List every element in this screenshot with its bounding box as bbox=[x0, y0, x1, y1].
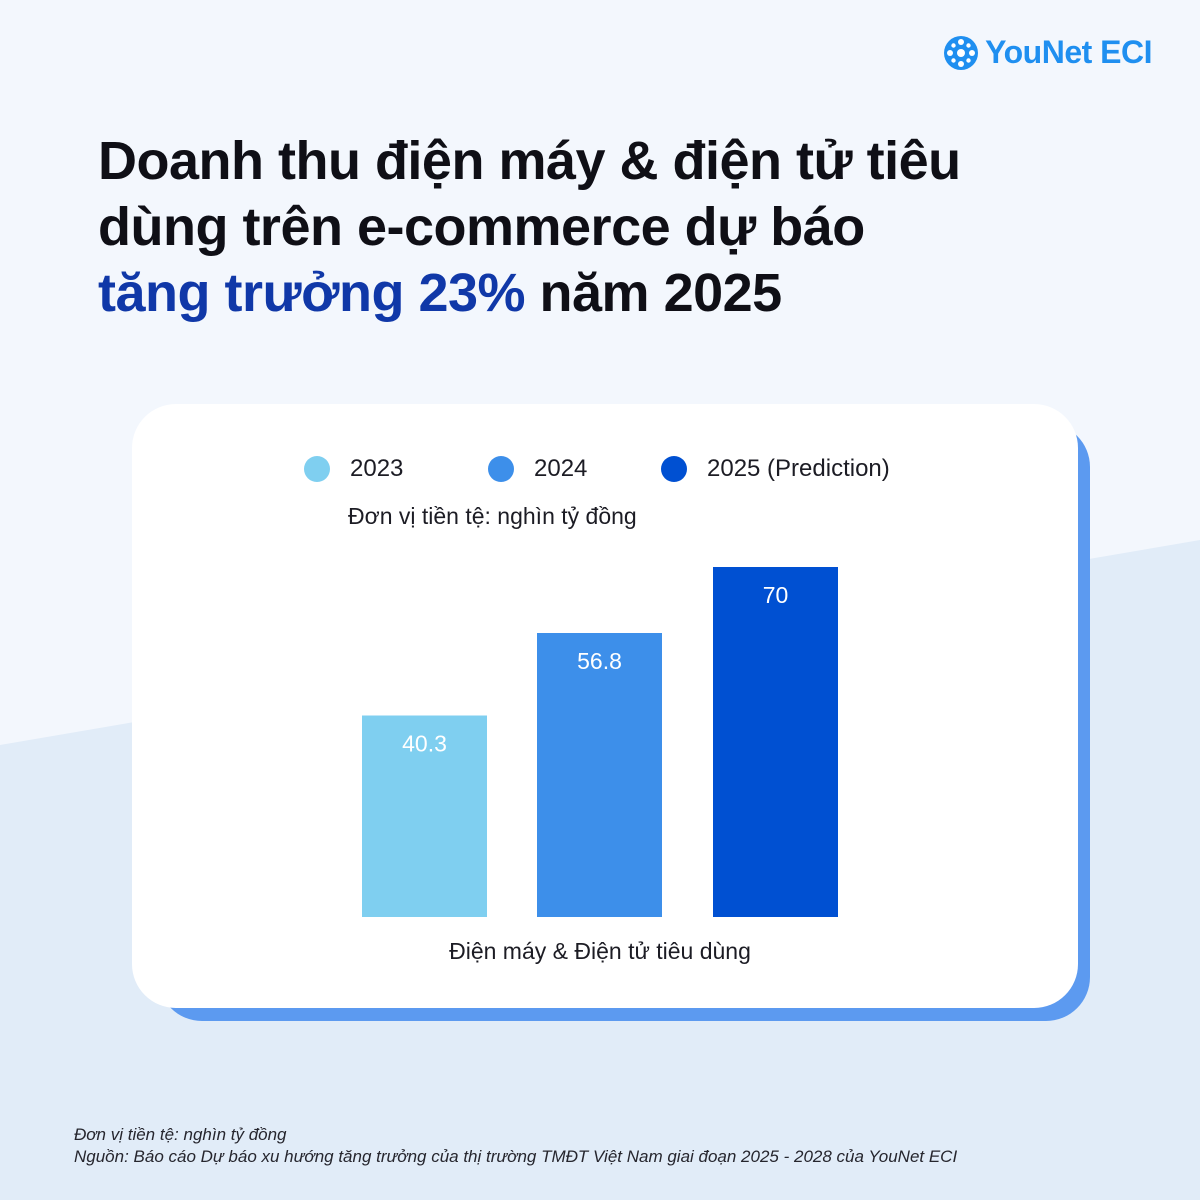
bar-2025 bbox=[713, 567, 838, 917]
chart-legend: 2023 2024 2025 (Prediction) bbox=[0, 455, 1200, 489]
legend-label-2023: 2023 bbox=[350, 455, 404, 482]
brand-name: YouNet ECI bbox=[985, 34, 1152, 70]
footer-notes: Đơn vị tiền tệ: nghìn tỷ đồng Nguồn: Báo… bbox=[74, 1124, 957, 1168]
chart-x-label: Điện máy & Điện tử tiêu dùng bbox=[449, 938, 751, 964]
legend-dot-2025 bbox=[661, 456, 687, 482]
legend-dot-2024 bbox=[488, 456, 514, 482]
legend-label-2024: 2024 bbox=[534, 455, 588, 482]
bar-2024 bbox=[537, 633, 662, 917]
chart-unit-label: Đơn vị tiền tệ: nghìn tỷ đồng bbox=[348, 503, 637, 529]
legend-item-2023: 2023 bbox=[304, 455, 403, 483]
title-line-3-rest: năm 2025 bbox=[525, 263, 783, 323]
title-line-2: dùng trên e-commerce dự báo bbox=[98, 197, 865, 257]
title-line-1: Doanh thu điện máy & điện tử tiêu bbox=[98, 131, 961, 191]
title-line-3: tăng trưởng 23% năm 2025 bbox=[98, 260, 1058, 326]
bar-value-label-2023: 40.3 bbox=[402, 731, 447, 757]
footer-source: Nguồn: Báo cáo Dự báo xu hướng tăng trưở… bbox=[74, 1147, 958, 1166]
bar-value-label-2025: 70 bbox=[763, 582, 789, 608]
bar-2023 bbox=[362, 715, 487, 917]
legend-item-2025: 2025 (Prediction) bbox=[661, 455, 890, 483]
brand-logo: YouNet ECI bbox=[943, 34, 1152, 71]
brand-logo-icon bbox=[944, 35, 979, 70]
title-highlight: tăng trưởng 23% bbox=[98, 263, 526, 323]
bar-value-label-2024: 56.8 bbox=[577, 648, 622, 674]
legend-item-2024: 2024 bbox=[488, 455, 587, 483]
page-title: Doanh thu điện máy & điện tử tiêu dùng t… bbox=[98, 128, 1058, 326]
legend-dot-2023 bbox=[304, 456, 330, 482]
footer-unit: Đơn vị tiền tệ: nghìn tỷ đồng bbox=[74, 1125, 287, 1144]
legend-label-2025: 2025 (Prediction) bbox=[707, 455, 890, 482]
